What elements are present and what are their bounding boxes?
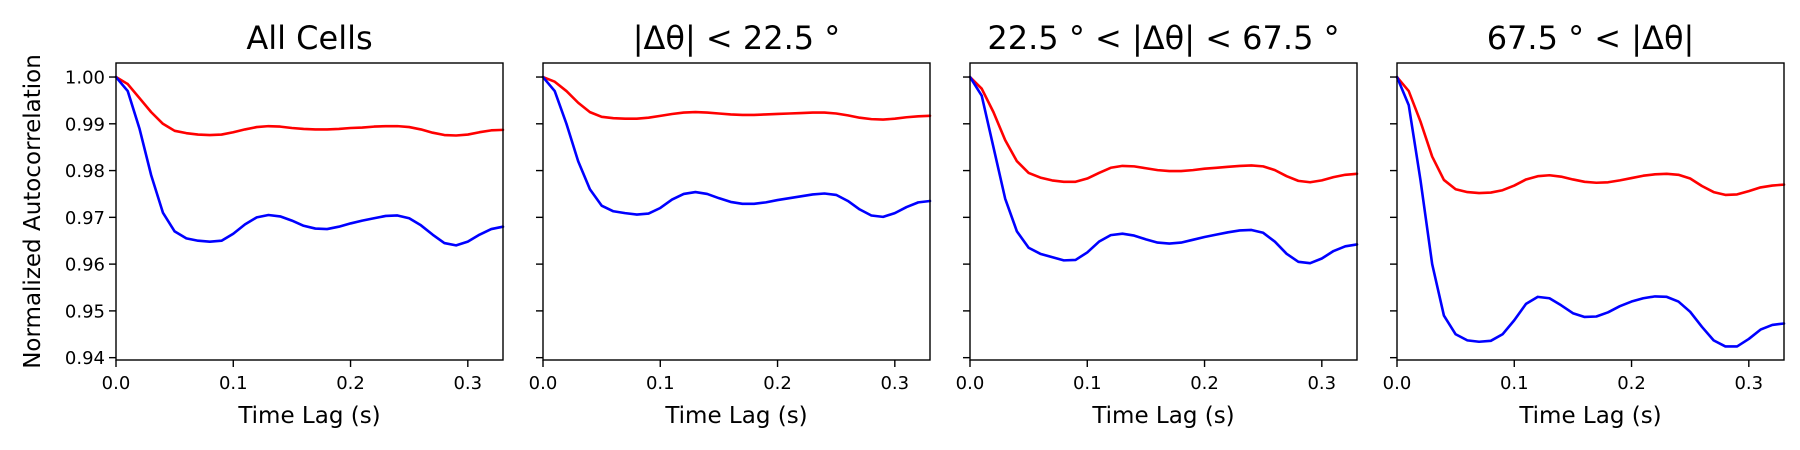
series-line-1 <box>114 75 505 137</box>
y-tick-label: 0.99 <box>65 114 105 135</box>
series-line-2 <box>114 75 505 247</box>
axes-frame <box>542 62 931 361</box>
x-tick-label: 0.1 <box>219 373 248 394</box>
subplot-3: 22.5 ° < |Δθ| < 67.5 ° Time Lag (s) 0.0 0.1… <box>956 19 1359 429</box>
series-line-1 <box>1395 75 1786 197</box>
series-line-1 <box>541 75 932 121</box>
subplot-title: All Cells <box>246 19 372 57</box>
x-tick-label: 0.0 <box>529 373 558 394</box>
y-tick-label: 0.95 <box>65 301 105 322</box>
x-axis-label: Time Lag (s) <box>1518 403 1661 429</box>
y-tick-label: 0.96 <box>65 255 105 276</box>
y-tick-label: 1.00 <box>65 68 105 89</box>
x-tick-label: 0.3 <box>1307 373 1336 394</box>
x-tick-label: 0.1 <box>1073 373 1102 394</box>
x-axis-label: Time Lag (s) <box>237 403 380 429</box>
subplot-title: 67.5 ° < |Δθ| <box>1487 19 1695 57</box>
y-tick-label: 0.97 <box>65 208 105 229</box>
x-tick-label: 0.0 <box>102 373 131 394</box>
series-line-1 <box>968 75 1359 184</box>
x-tick-label: 0.2 <box>763 373 792 394</box>
x-tick-label: 0.0 <box>956 373 985 394</box>
x-tick-label: 0.0 <box>1383 373 1412 394</box>
subplot-1: All Cells Time Lag (s) 0.0 0.1 0.2 0.3 0.94 0.9… <box>65 19 505 429</box>
y-tick-label: 0.98 <box>65 161 105 182</box>
x-tick-label: 0.3 <box>453 373 482 394</box>
subplot-title: 22.5 ° < |Δθ| < 67.5 ° <box>987 19 1339 57</box>
subplot-4: 67.5 ° < |Δθ| Time Lag (s) 0.0 0.1 0.2 0.3 <box>1383 19 1786 429</box>
subplot-panels: All Cells Time Lag (s) 0.0 0.1 0.2 0.3 0.94 0.9… <box>65 19 1786 429</box>
x-tick-label: 0.2 <box>1617 373 1646 394</box>
axes-frame <box>969 62 1358 361</box>
x-tick-label: 0.1 <box>1500 373 1529 394</box>
subplot-title: |Δθ| < 22.5 ° <box>633 19 841 57</box>
y-tick-label: 0.94 <box>65 348 105 369</box>
axes-frame <box>115 62 504 361</box>
x-tick-label: 0.2 <box>336 373 365 394</box>
x-tick-label: 0.3 <box>1734 373 1763 394</box>
series-line-2 <box>968 75 1359 265</box>
x-axis-label: Time Lag (s) <box>1091 403 1234 429</box>
axes-frame <box>1396 62 1785 361</box>
x-tick-label: 0.3 <box>880 373 909 394</box>
y-axis-label: Normalized Autocorrelation <box>20 54 46 369</box>
x-tick-label: 0.2 <box>1190 373 1219 394</box>
series-line-2 <box>1395 75 1786 348</box>
series-line-2 <box>541 75 932 219</box>
x-tick-label: 0.1 <box>646 373 675 394</box>
subplot-2: |Δθ| < 22.5 ° Time Lag (s) 0.0 0.1 0.2 0.3 <box>529 19 932 429</box>
x-axis-label: Time Lag (s) <box>664 403 807 429</box>
